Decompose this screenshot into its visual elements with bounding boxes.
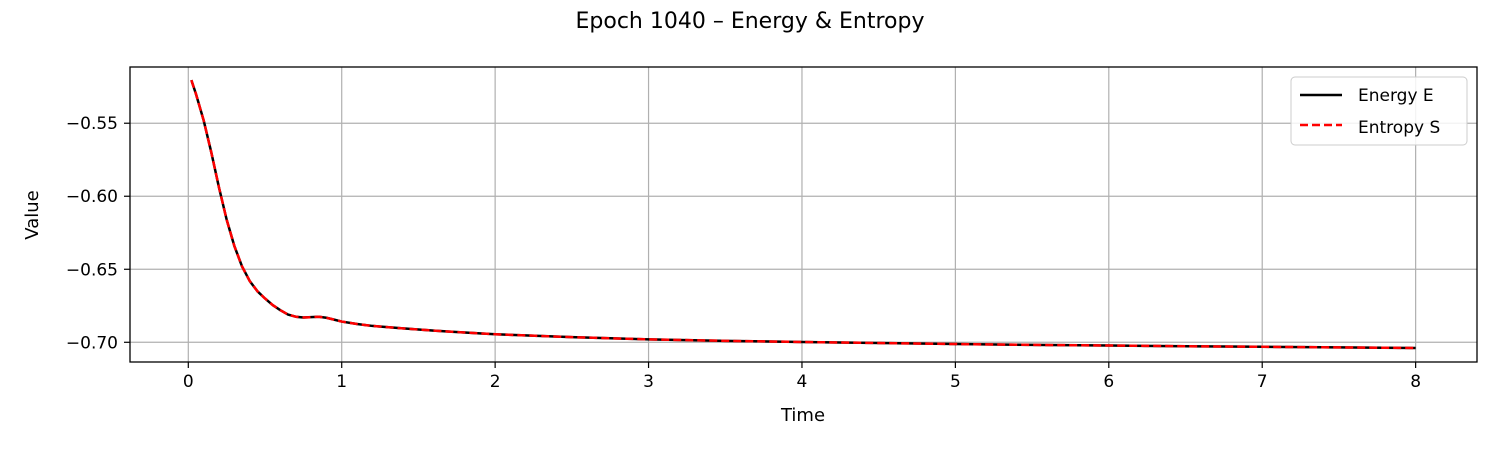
series-line-energy	[190, 79, 1416, 350]
y-axis-label: Value	[22, 190, 43, 239]
series-layer	[190, 79, 1416, 350]
legend: Energy E Entropy S	[1290, 76, 1468, 146]
x-tick-label: 5	[950, 372, 961, 392]
y-tick-label: −0.65	[66, 260, 118, 280]
x-tick-label: 1	[336, 372, 347, 392]
x-tick-label: 0	[183, 372, 194, 392]
plot-frame	[129, 66, 1478, 363]
y-tick-label: −0.60	[66, 187, 118, 207]
x-axis-label: Time	[780, 405, 825, 426]
series-line-entropy	[190, 79, 1416, 350]
legend-label-entropy: Entropy S	[1358, 118, 1440, 138]
chart-title: Epoch 1040 – Energy & Entropy	[576, 9, 925, 34]
legend-label-energy: Energy E	[1358, 86, 1434, 106]
x-tick-label: 2	[490, 372, 501, 392]
x-tick-label: 8	[1410, 372, 1421, 392]
x-tick-label: 6	[1103, 372, 1114, 392]
x-tick-label: 4	[797, 372, 808, 392]
grid	[130, 67, 1477, 362]
ticks: 0 1 2 3 4 5 6 7 8 −0.55 −0.60 −0.65 −0.70	[66, 114, 1421, 392]
x-tick-label: 7	[1257, 372, 1268, 392]
x-tick-label: 3	[643, 372, 654, 392]
y-tick-label: −0.55	[66, 114, 118, 134]
y-tick-label: −0.70	[66, 333, 118, 353]
